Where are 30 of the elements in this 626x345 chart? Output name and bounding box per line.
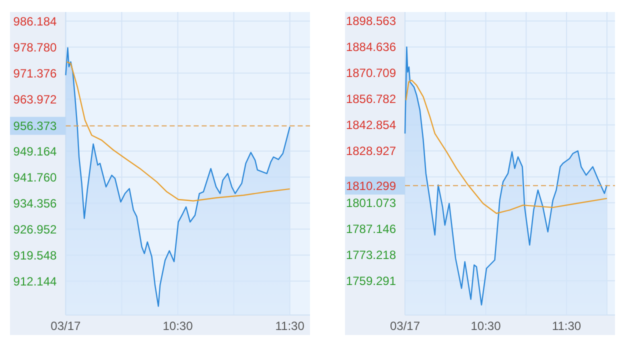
y-tick-label: 1773.218 (346, 248, 396, 262)
y-tick-label: 1898.563 (346, 14, 396, 28)
y-tick-label: 1884.636 (346, 40, 396, 54)
x-tick-label: 03/17 (50, 319, 82, 333)
y-tick-label: 934.356 (13, 196, 58, 210)
y-tick-label: 978.780 (13, 40, 58, 54)
y-tick-label: 926.952 (13, 222, 58, 236)
y-tick-label: 1856.782 (346, 92, 396, 106)
y-tick-label: 1759.291 (346, 274, 396, 288)
y-tick-label: 1801.073 (346, 196, 396, 210)
x-tick-label: 03/17 (390, 319, 420, 333)
y-tick-label: 1842.854 (346, 118, 396, 132)
x-tick-label: 11:30 (552, 319, 582, 333)
y-tick-label: 986.184 (13, 14, 58, 28)
y-tick-label: 919.548 (13, 248, 58, 262)
y-tick-label: 971.376 (13, 66, 58, 80)
x-tick-label: 11:30 (275, 319, 305, 333)
y-tick-label: 941.760 (13, 170, 58, 184)
ref-line-label: 1810.299 (346, 178, 396, 193)
line-series (405, 80, 608, 214)
y-tick-label: 1870.709 (346, 66, 396, 80)
ref-line-label: 956.373 (13, 119, 58, 134)
x-tick-label: 10:30 (470, 319, 502, 333)
y-tick-label: 949.164 (13, 144, 58, 158)
y-tick-label: 1787.146 (346, 222, 396, 236)
line-series (66, 61, 290, 202)
y-tick-label: 963.972 (13, 92, 58, 106)
y-tick-label: 912.144 (13, 274, 58, 288)
y-tick-label: 1828.927 (346, 144, 396, 158)
x-tick-label: 10:30 (162, 319, 194, 333)
